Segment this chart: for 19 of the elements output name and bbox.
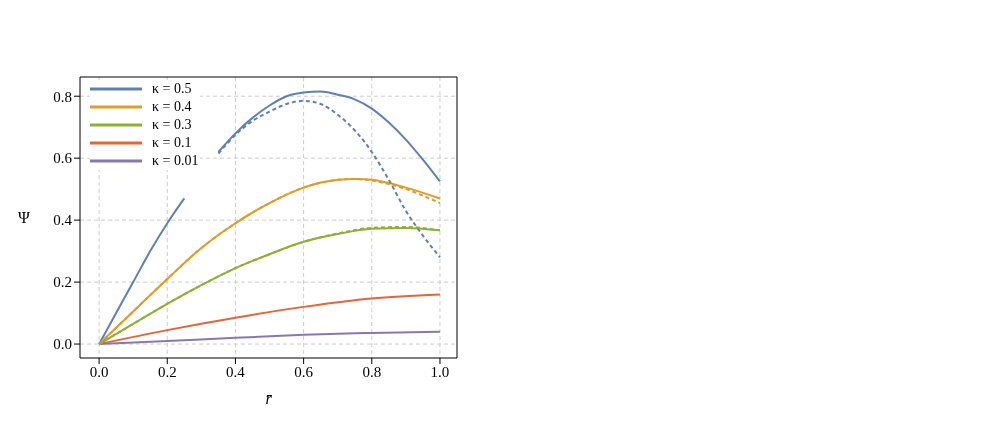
x-tick-label: 0.8 <box>362 363 382 380</box>
x-tick-label: 0.4 <box>226 363 246 380</box>
x-axis-title: r̄ <box>265 390 273 407</box>
legend-label: κ = 0.01 <box>152 153 199 169</box>
y-axis-title: Ψ <box>18 209 30 227</box>
legend-label: κ = 0.1 <box>152 135 192 151</box>
y-tick-label: 0.0 <box>53 336 72 353</box>
legend-label: κ = 0.3 <box>152 117 192 133</box>
legend-label: κ = 0.5 <box>152 81 192 97</box>
y-tick-label: 0.8 <box>53 88 72 105</box>
x-tick-label: 0.0 <box>89 363 109 380</box>
x-tick-label: 1.0 <box>430 363 450 380</box>
y-tick-label: 0.6 <box>53 150 73 167</box>
line-series <box>98 330 441 346</box>
y-tick-label: 0.4 <box>53 212 73 229</box>
x-tick-label: 0.6 <box>294 363 314 380</box>
x-tick-label: 0.2 <box>157 363 177 380</box>
legend-label: κ = 0.4 <box>152 99 192 115</box>
y-tick-label: 0.2 <box>53 274 72 291</box>
